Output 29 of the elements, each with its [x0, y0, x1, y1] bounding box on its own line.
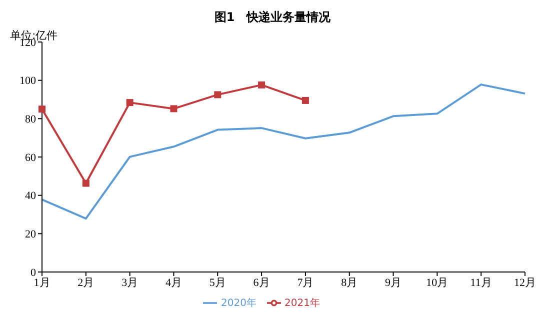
point: [214, 91, 222, 98]
x-tick-label: 12月: [514, 276, 536, 289]
x-tick-label: 9月: [385, 276, 402, 289]
y-tick-label: 40: [25, 190, 36, 202]
point: [170, 105, 178, 112]
chart-title: 图1 快递业务量情况: [213, 9, 332, 26]
x-tick-label: 11月: [470, 276, 492, 289]
point: [258, 81, 266, 88]
y-tick-label: 60: [25, 152, 36, 164]
x-tick-label: 4月: [165, 276, 182, 289]
line-series: [41, 84, 526, 220]
x-tick-label: 8月: [341, 276, 358, 289]
legend-label: 2020年: [221, 298, 256, 309]
legend-label: 2021年: [284, 298, 320, 309]
y-tick-label: 0: [30, 266, 36, 279]
x-tick-label: 3月: [122, 276, 138, 289]
y-tick-label: 20: [25, 228, 36, 241]
point: [302, 96, 309, 104]
x-tick-label: 2月: [78, 276, 94, 289]
y-tick-label: 100: [20, 75, 36, 88]
point: [82, 180, 90, 187]
x-tick-label: 7月: [297, 276, 314, 289]
x-tick-label: 5月: [209, 276, 226, 289]
x-tick-label: 6月: [253, 276, 270, 289]
x-tick-label: 10月: [426, 276, 448, 289]
x-tick-label: 1月: [34, 276, 50, 289]
y-tick-label: 80: [25, 114, 36, 126]
point: [38, 106, 46, 113]
point: [126, 99, 134, 106]
